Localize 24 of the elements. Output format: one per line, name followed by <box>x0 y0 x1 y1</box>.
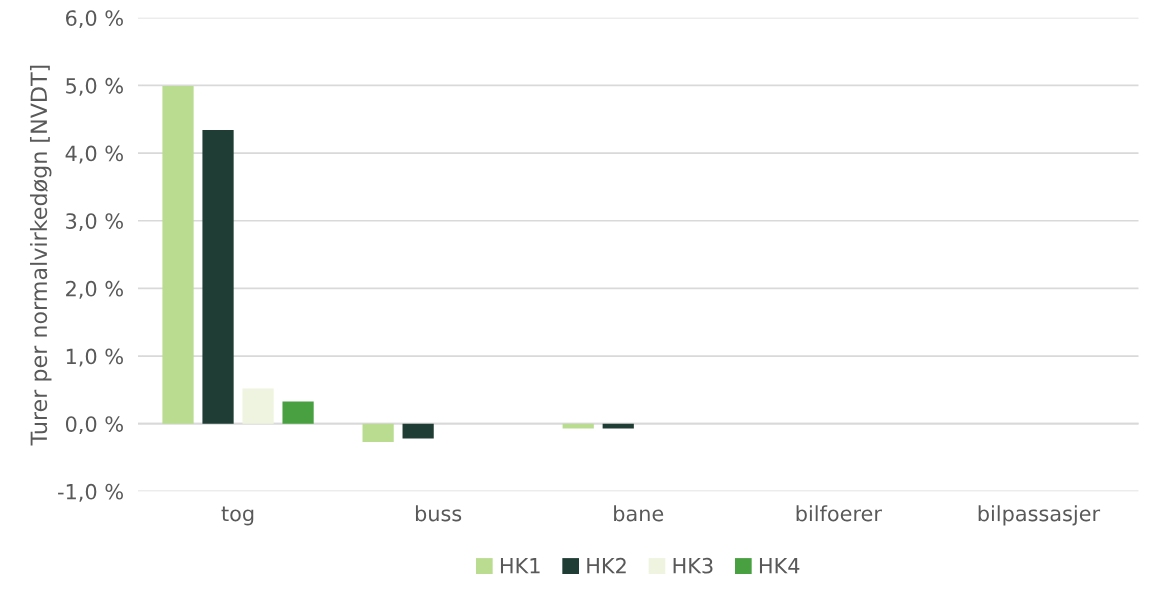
y-axis-title: Turer per normalvirkedøgn [NVDT] <box>29 65 52 446</box>
y-tick-label: -1,0 % <box>58 483 123 502</box>
y-tick-label: 3,0 % <box>66 213 123 232</box>
legend-label: HK1 <box>500 558 540 574</box>
bar <box>162 86 194 424</box>
bar <box>202 130 234 424</box>
bar <box>282 401 314 424</box>
y-tick-label: 6,0 % <box>66 10 123 29</box>
x-tick-label: bilpassasjer <box>978 505 1101 526</box>
x-tick-label: buss <box>415 505 462 522</box>
bar <box>362 423 394 442</box>
legend-label: HK2 <box>587 557 626 574</box>
legend-label: HK3 <box>673 557 713 574</box>
y-tick-label: 0,0 % <box>65 416 123 435</box>
legend-label: HK4 <box>759 558 800 574</box>
y-tick-label: 5,0 % <box>66 77 123 96</box>
y-tick-label: 4,0 % <box>65 145 123 164</box>
y-tick-label: 1,0 % <box>66 348 123 367</box>
x-tick-label: tog <box>221 506 254 526</box>
bar <box>242 388 274 424</box>
bar <box>402 423 434 439</box>
x-tick-label: bilfoerer <box>796 505 882 522</box>
y-tick-label: 2,0 % <box>66 280 123 299</box>
x-tick-label: bane <box>614 505 664 522</box>
